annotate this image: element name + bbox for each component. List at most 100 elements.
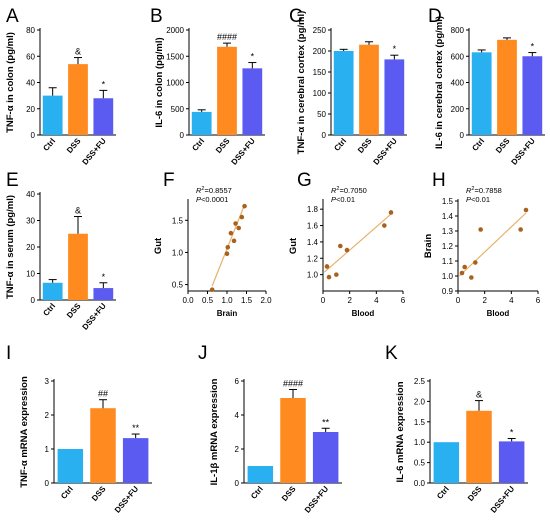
category-label: DSS xyxy=(494,136,512,155)
y-tick-label: 4 xyxy=(235,411,240,420)
significance-marker: * xyxy=(531,42,535,52)
significance-marker: & xyxy=(75,206,81,216)
significance-marker: & xyxy=(476,390,482,400)
category-label: DSS xyxy=(356,136,374,155)
y-tick-label: 0 xyxy=(31,131,36,140)
bar-dss xyxy=(466,410,492,483)
data-point xyxy=(233,221,238,226)
y-tick-label: 1.8 xyxy=(307,205,319,214)
r-squared-label: R2=0.7858 xyxy=(466,186,502,195)
panel-f: F Gut 0.5 1.0 1.5 0.0 0.5 1.0 1.5 2.0 Brain R2=0.85… xyxy=(153,170,272,318)
y-tick-label: 10 xyxy=(26,270,35,279)
panel-d: DIL-6 in cerebral cortex (pg/ml) 0 200 400 6… xyxy=(428,6,545,167)
significance-marker: * xyxy=(102,272,106,282)
y-tick-label: 1.4 xyxy=(307,238,319,247)
y-tick-label: 50 xyxy=(317,110,326,119)
bar-ctrl xyxy=(247,466,274,483)
bar-dss xyxy=(280,398,306,483)
category-label: DSS+FU xyxy=(510,136,537,166)
panel-i: I TNF-α mRNA expression 0 1 2 3 Ctrl ## DSS ** DSS… xyxy=(6,343,152,515)
bar-ctrl xyxy=(42,282,63,300)
y-tick-label: 1.3 xyxy=(442,227,454,236)
data-point xyxy=(473,260,478,265)
category-label: DSS+FU xyxy=(230,136,257,166)
panel-j: J IL-1β mRNA expression 0 2 4 6 Ctrl #### DSS ** D… xyxy=(198,343,342,515)
category-label: DSS+FU xyxy=(81,136,108,166)
x-tick-label: 0.0 xyxy=(182,296,194,305)
category-label: DSS xyxy=(214,136,232,155)
category-label: DSS xyxy=(280,484,298,503)
category-label: DSS+FU xyxy=(303,484,330,514)
y-tick-label: 0.5 xyxy=(414,459,426,468)
y-tick-label: 1.5 xyxy=(414,418,426,427)
y-tick-label: 1.2 xyxy=(442,242,454,251)
y-tick-label: 200 xyxy=(313,47,327,56)
significance-marker: * xyxy=(510,428,514,438)
category-label: Ctrl xyxy=(41,137,57,153)
panel-e: E TNF-α in serum (pg/ml) 0 10 20 30 40 Ctrl & DSS… xyxy=(5,170,116,332)
data-point xyxy=(478,227,483,232)
data-point xyxy=(462,264,467,270)
y-tick-label: 1.4 xyxy=(442,212,454,221)
data-point xyxy=(459,270,465,276)
r-squared-label: R2=0.7050 xyxy=(331,186,367,195)
y-tick-label: 1.5 xyxy=(172,216,184,225)
y-axis-label: TNF-α mRNA expression xyxy=(19,376,30,488)
data-point xyxy=(518,227,523,232)
y-tick-label: 1.0 xyxy=(442,272,454,281)
y-tick-label: 0 xyxy=(180,131,185,140)
y-tick-label: 0 xyxy=(460,131,465,140)
y-tick-label: 60 xyxy=(26,52,35,61)
bar-ctrl xyxy=(471,52,492,135)
y-tick-label: 30 xyxy=(26,217,35,226)
y-tick-label: 3 xyxy=(45,377,50,386)
y-tick-label: 20 xyxy=(26,105,35,114)
data-point xyxy=(324,264,330,269)
x-tick-label: 0 xyxy=(321,296,326,305)
r-squared-label: R2=0.8557 xyxy=(196,186,232,195)
y-axis-label: TNF-α in serum (pg/ml) xyxy=(5,195,16,299)
data-point xyxy=(242,203,247,209)
y-tick-label: 1.0 xyxy=(172,248,184,257)
panel-k: K IL-6 mRNA expression 0.0 0.5 1.0 1.5 2.0 2.5 C… xyxy=(385,343,528,515)
y-axis-label: TNF-α in cerebral cortex (pg/ml) xyxy=(296,11,307,155)
category-label: Ctrl xyxy=(332,137,348,153)
y-tick-label: 150 xyxy=(313,68,327,77)
data-point xyxy=(523,207,529,213)
significance-marker: * xyxy=(251,52,255,62)
category-label: Ctrl xyxy=(41,302,57,318)
panel-label: J xyxy=(198,343,208,364)
significance-marker: #### xyxy=(283,379,303,389)
category-label: Ctrl xyxy=(59,485,75,501)
y-tick-label: 20 xyxy=(26,243,35,252)
y-tick-label: 1.1 xyxy=(442,257,454,266)
bar-dss-fu xyxy=(242,68,263,135)
y-tick-label: 100 xyxy=(313,89,327,98)
category-label: Ctrl xyxy=(435,485,451,501)
y-tick-label: 2000 xyxy=(166,26,184,35)
panel-label: G xyxy=(297,170,312,191)
bar-dss xyxy=(497,39,517,135)
bar-ctrl xyxy=(433,442,460,483)
regression-line xyxy=(458,212,527,277)
category-label: DSS+FU xyxy=(113,484,140,514)
regression-line xyxy=(323,213,392,273)
data-point xyxy=(388,210,394,215)
panel-label: H xyxy=(432,170,446,191)
category-label: DSS+FU xyxy=(372,136,399,166)
bar-dss-fu xyxy=(122,438,149,483)
bar-dss-fu xyxy=(93,98,114,135)
y-axis-label: IL-6 in cerebral cortex (pg/ml) xyxy=(434,16,445,149)
x-axis-label: Blood xyxy=(487,309,510,318)
category-label: DSS xyxy=(65,301,83,320)
panel-label: B xyxy=(150,6,163,27)
y-tick-label: 1000 xyxy=(166,79,184,88)
y-tick-label: 400 xyxy=(451,79,465,88)
category-label: Ctrl xyxy=(190,137,206,153)
bar-ctrl xyxy=(191,111,212,135)
y-axis-label: IL-6 mRNA expression xyxy=(395,381,406,482)
y-tick-label: 1500 xyxy=(166,52,184,61)
x-tick-label: 6 xyxy=(401,296,406,305)
x-tick-label: 0.5 xyxy=(202,296,214,305)
x-tick-label: 4 xyxy=(509,296,514,305)
